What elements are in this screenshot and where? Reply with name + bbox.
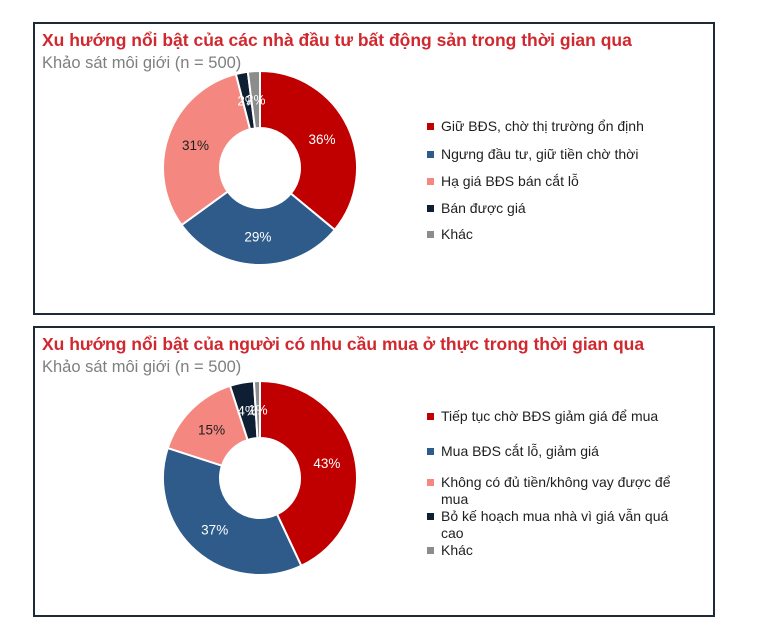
legend-label: Hạ giá BĐS bán cắt lỗ — [441, 173, 579, 189]
donut-slice — [259, 69, 358, 232]
legend-label: Tiếp tục chờ BĐS giảm giá để mua — [441, 408, 659, 424]
legend-swatch — [427, 178, 434, 185]
legend-swatch — [427, 448, 434, 455]
legend-swatch — [427, 231, 434, 238]
chart-subtitle: Khảo sát môi giới (n = 500) — [42, 358, 242, 376]
legend-swatch — [427, 513, 434, 520]
legend-swatch — [427, 547, 434, 554]
data-label: 37% — [201, 522, 228, 537]
donut-slice — [246, 69, 261, 130]
legend-swatch — [427, 479, 434, 486]
data-label: 31% — [182, 138, 209, 153]
chart-subtitle: Khảo sát môi giới (n = 500) — [42, 54, 242, 72]
donut-slice — [162, 72, 252, 227]
donut-slice — [162, 446, 303, 576]
donut-chart: 36%29%31%2%2% — [162, 69, 358, 266]
legend-label: Mua BĐS cắt lỗ, giảm giá — [441, 443, 599, 459]
legend-label: Bán được giá — [441, 200, 526, 216]
legend-label: Khác — [441, 226, 473, 242]
data-label: 29% — [244, 229, 271, 244]
donut-slice — [252, 379, 261, 440]
legend-label: Khác — [441, 542, 473, 558]
donut-slice — [259, 379, 358, 568]
donut-chart: 43% 37% 15% 4%1% — [162, 379, 358, 576]
chart-panel-1: Xu hướng nổi bật của các nhà đầu tư bất … — [33, 22, 715, 315]
legend-swatch — [427, 205, 434, 212]
chart-title: Xu hướng nổi bật của các nhà đầu tư bất … — [42, 30, 632, 50]
legend-label: Giữ BĐS, chờ thị trường ổn định — [441, 118, 644, 134]
data-label: 43% — [313, 456, 340, 471]
legend-swatch — [427, 413, 434, 420]
chart-panel-2: Xu hướng nổi bật của người có nhu cầu mu… — [33, 326, 715, 617]
data-label: 36% — [308, 132, 335, 147]
legend-label: Ngưng đầu tư, giữ tiền chờ thời — [441, 146, 639, 162]
legend-swatch — [427, 151, 434, 158]
data-label: 4% — [237, 404, 257, 419]
legend-label: Không có đủ tiền/không vay được để mua — [441, 474, 671, 507]
donut-slice — [180, 190, 337, 266]
data-label: 1% — [248, 403, 268, 418]
legend-label: Bỏ kế hoạch mua nhà vì giá vẫn quá cao — [441, 508, 669, 541]
legend-swatch — [427, 123, 434, 130]
chart-title: Xu hướng nổi bật của người có nhu cầu mu… — [42, 334, 645, 354]
data-label: 15% — [198, 423, 225, 438]
data-label: 2% — [246, 93, 266, 108]
